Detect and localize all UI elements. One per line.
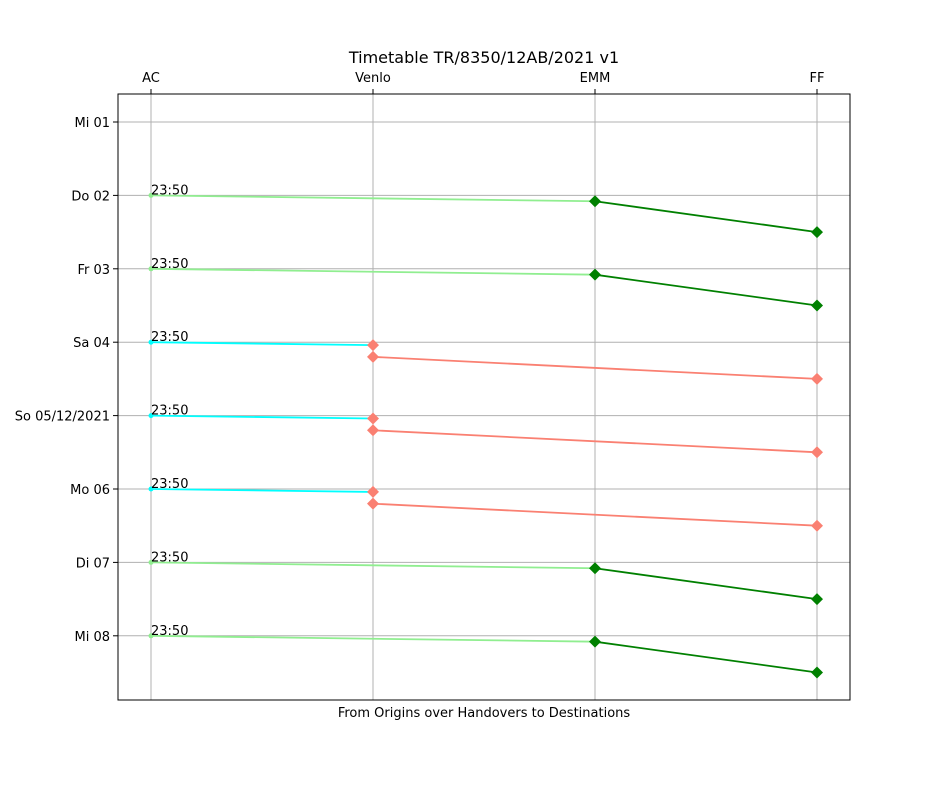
train-paths [148,192,823,679]
origin-marker [148,266,154,272]
y-tick-label: Di 07 [76,556,110,571]
emm-marker [589,195,601,208]
y-tick-label: So 05/12/2021 [15,410,110,425]
segment-ac-venlo [150,414,374,420]
emm-marker [589,635,601,648]
origin-marker [148,633,154,639]
venlo-departure-marker [367,424,379,437]
departure-time-label: 23:50 [151,550,188,565]
x-axis-ticks: AC Venlo EMM FF [142,71,824,94]
segment-ac-emm [150,194,596,203]
segment-emm-ff [594,200,818,233]
venlo-arrival-marker [367,412,379,425]
y-tick-label: Mi 08 [74,630,110,645]
departure-labels: 23:50 23:50 23:50 23:50 23:50 23:50 23:50 [151,183,188,638]
x-tick-label: FF [810,71,825,86]
ff-marker [811,519,823,532]
segment-venlo-ff [372,502,818,527]
x-axis-label: From Origins over Handovers to Destinati… [338,706,631,721]
departure-time-label: 23:50 [151,624,188,639]
departure-time-label: 23:50 [151,183,188,198]
plot-frame [117,93,851,701]
venlo-departure-marker [367,497,379,510]
origin-marker [148,413,154,419]
departure-time-label: 23:50 [151,330,188,345]
x-tick-label: Venlo [355,71,391,86]
chart-title: Timetable TR/8350/12AB/2021 v1 [348,48,619,67]
emm-marker [589,268,601,281]
x-tick-label: AC [142,71,160,86]
origin-marker [148,486,154,492]
ff-marker [811,226,823,239]
segment-ac-emm [150,561,596,570]
ff-marker [811,666,823,679]
x-tick-label: EMM [580,71,611,86]
segment-emm-ff [594,567,818,600]
segment-emm-ff [594,273,818,307]
ff-marker [811,299,823,312]
ff-marker [811,446,823,459]
segment-ac-venlo [150,341,374,347]
segment-ac-venlo [150,488,374,493]
ff-marker [811,593,823,606]
y-tick-label: Do 02 [71,189,110,204]
origin-marker [148,192,154,198]
segment-venlo-ff [372,355,818,380]
grid-lines [118,94,850,700]
venlo-arrival-marker [367,485,379,498]
y-tick-label: Fr 03 [77,263,110,278]
departure-time-label: 23:50 [151,404,188,419]
origin-marker [148,339,154,345]
venlo-arrival-marker [367,339,379,352]
y-tick-label: Sa 04 [73,336,110,351]
departure-time-label: 23:50 [151,477,188,492]
segment-venlo-ff [372,429,818,454]
segment-emm-ff [594,640,818,674]
origin-marker [148,559,154,565]
ff-marker [811,372,823,385]
y-tick-label: Mo 06 [70,483,110,498]
segment-ac-emm [150,634,596,643]
segment-ac-emm [150,267,596,276]
y-axis-ticks: Mi 01 Do 02 Fr 03 Sa 04 So 05/12/2021 Mo 06 Di… [15,116,118,645]
y-tick-label: Mi 01 [74,116,110,131]
venlo-departure-marker [367,350,379,363]
emm-marker [589,562,601,575]
departure-time-label: 23:50 [151,257,188,272]
